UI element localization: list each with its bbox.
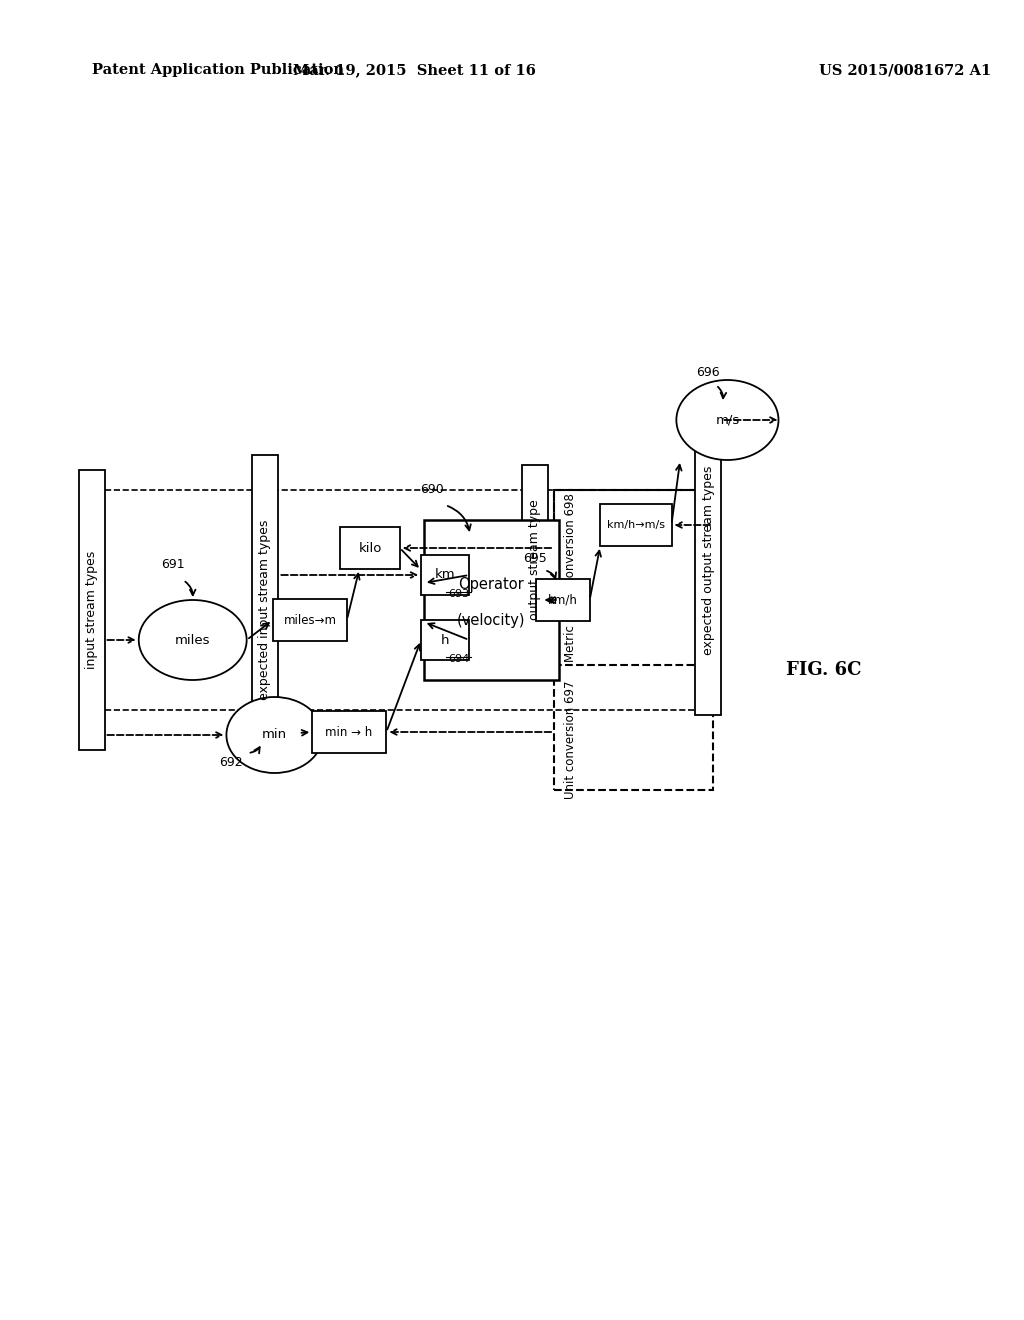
Text: Unit conversion 697: Unit conversion 697 <box>564 681 577 799</box>
FancyBboxPatch shape <box>273 599 347 642</box>
Text: kilo: kilo <box>358 541 382 554</box>
Text: km: km <box>435 569 456 582</box>
Text: h: h <box>441 634 450 647</box>
FancyBboxPatch shape <box>424 520 559 680</box>
FancyBboxPatch shape <box>79 470 104 750</box>
Text: Patent Application Publication: Patent Application Publication <box>91 63 343 77</box>
FancyBboxPatch shape <box>421 620 469 660</box>
FancyBboxPatch shape <box>340 527 399 569</box>
FancyBboxPatch shape <box>421 554 469 595</box>
FancyBboxPatch shape <box>695 405 721 715</box>
Text: m/s: m/s <box>716 413 739 426</box>
Text: Operator: Operator <box>459 578 524 593</box>
Text: FIG. 6C: FIG. 6C <box>786 661 861 678</box>
FancyBboxPatch shape <box>252 455 278 766</box>
FancyBboxPatch shape <box>600 504 672 546</box>
Text: Metric prefix conversion 698: Metric prefix conversion 698 <box>564 494 577 663</box>
Text: Mar. 19, 2015  Sheet 11 of 16: Mar. 19, 2015 Sheet 11 of 16 <box>293 63 536 77</box>
Text: 695: 695 <box>523 552 547 565</box>
FancyBboxPatch shape <box>521 465 548 655</box>
Text: input stream types: input stream types <box>85 550 98 669</box>
Text: min: min <box>262 729 287 742</box>
Text: US 2015/0081672 A1: US 2015/0081672 A1 <box>819 63 991 77</box>
Text: miles: miles <box>175 634 211 647</box>
Text: km/h: km/h <box>548 594 578 606</box>
Text: km/h→m/s: km/h→m/s <box>607 520 665 531</box>
Text: 694: 694 <box>447 653 469 664</box>
Text: 691: 691 <box>162 558 185 572</box>
Text: 696: 696 <box>696 366 720 379</box>
Text: (velocity): (velocity) <box>457 612 525 627</box>
FancyBboxPatch shape <box>536 579 590 620</box>
Text: expected output stream types: expected output stream types <box>701 466 715 655</box>
Ellipse shape <box>226 697 323 774</box>
Ellipse shape <box>677 380 778 459</box>
Text: 693: 693 <box>449 589 469 599</box>
Text: expected input stream types: expected input stream types <box>258 520 271 700</box>
Text: min → h: min → h <box>326 726 373 738</box>
Text: miles→m: miles→m <box>284 614 337 627</box>
Text: output stream type: output stream type <box>528 500 542 620</box>
Text: 692: 692 <box>219 755 243 768</box>
Text: 690: 690 <box>420 483 443 496</box>
Ellipse shape <box>138 601 247 680</box>
FancyBboxPatch shape <box>311 711 386 752</box>
